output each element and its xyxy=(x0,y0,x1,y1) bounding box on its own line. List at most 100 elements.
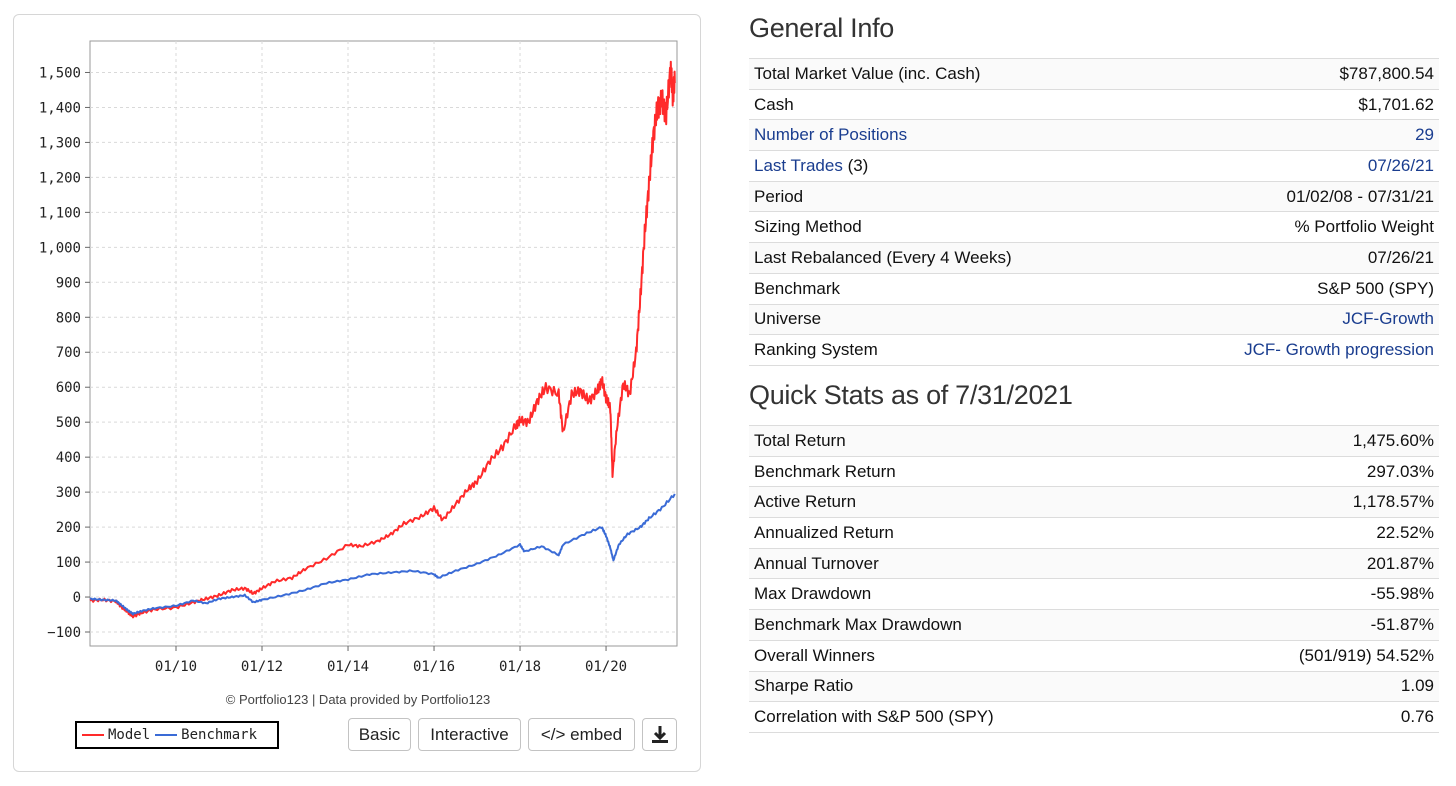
quick-stats-title: Quick Stats as of 7/31/2021 xyxy=(749,380,1073,410)
y-tick-label: 1,100 xyxy=(39,205,81,221)
y-tick-label: 800 xyxy=(56,310,81,326)
row-label: Max Drawdown xyxy=(749,578,1186,610)
row-value: 201.87% xyxy=(1185,547,1439,579)
row-label: Total Market Value (inc. Cash) xyxy=(749,58,1144,90)
download-button[interactable] xyxy=(642,718,677,751)
y-tick-label: 700 xyxy=(56,345,81,361)
chart-credit: © Portfolio123 | Data provided by Portfo… xyxy=(225,692,491,707)
row-value: $1,701.62 xyxy=(1143,88,1439,120)
info-row-period: Period 01/02/08 - 07/31/21 xyxy=(749,180,1439,212)
row-value: 22.52% xyxy=(1185,517,1439,549)
embed-button[interactable]: </> embed xyxy=(528,718,635,751)
info-row-last-rebalanced: Last Rebalanced (Every 4 Weeks) 07/26/21 xyxy=(749,242,1439,274)
interactive-button[interactable]: Interactive xyxy=(418,718,521,751)
stat-row-annual-turnover: Annual Turnover 201.87% xyxy=(749,547,1439,579)
benchmark-legend-label: Benchmark xyxy=(181,727,258,743)
y-tick-label: 1,400 xyxy=(39,100,81,116)
x-tick-label: 01/16 xyxy=(413,659,455,675)
row-label: Ranking System xyxy=(749,334,1144,366)
model-legend-swatch xyxy=(82,734,104,736)
quick-stats-table: Total Return 1,475.60% Benchmark Return … xyxy=(749,425,1439,733)
stat-row-max-drawdown: Max Drawdown -55.98% xyxy=(749,578,1439,610)
y-tick-label: −100 xyxy=(47,625,81,641)
stat-row-overall-winners: Overall Winners (501/919) 54.52% xyxy=(749,639,1439,671)
stat-row-benchmark-max-drawdown: Benchmark Max Drawdown -51.87% xyxy=(749,609,1439,641)
row-value: 07/26/21 xyxy=(1143,242,1439,274)
number-of-positions-link[interactable]: Number of Positions xyxy=(754,125,908,145)
info-row-universe: Universe JCF-Growth xyxy=(749,303,1439,335)
y-tick-label: 0 xyxy=(73,590,81,606)
stat-row-total-return: Total Return 1,475.60% xyxy=(749,425,1439,457)
row-label: Active Return xyxy=(749,486,1186,518)
row-label: Sharpe Ratio xyxy=(749,670,1186,702)
info-row-sizing-method: Sizing Method % Portfolio Weight xyxy=(749,211,1439,243)
performance-chart: −100 0 100 200 300 400 500 600 700 800 900 1,000 1,1… xyxy=(39,40,678,675)
row-label: Last Rebalanced (Every 4 Weeks) xyxy=(749,242,1144,274)
y-tick-label: 1,000 xyxy=(39,240,81,256)
x-tick-label: 01/18 xyxy=(499,659,541,675)
row-label: Sizing Method xyxy=(749,211,1144,243)
plot-area xyxy=(89,40,678,647)
stat-row-annualized-return: Annualized Return 22.52% xyxy=(749,517,1439,549)
row-value: -55.98% xyxy=(1185,578,1439,610)
last-trades-date-link[interactable]: 07/26/21 xyxy=(1367,155,1434,175)
model-legend-label: Model xyxy=(108,727,151,743)
row-label: Annual Turnover xyxy=(749,547,1186,579)
stat-row-benchmark-return: Benchmark Return 297.03% xyxy=(749,455,1439,487)
basic-button[interactable]: Basic xyxy=(348,718,411,751)
y-tick-label: 400 xyxy=(56,450,81,466)
stat-row-sharpe-ratio: Sharpe Ratio 1.09 xyxy=(749,670,1439,702)
y-tick-label: 1,300 xyxy=(39,135,81,151)
row-value: 297.03% xyxy=(1185,455,1439,487)
universe-link[interactable]: JCF-Growth xyxy=(1342,309,1434,329)
ranking-system-link[interactable]: JCF- Growth progression xyxy=(1244,340,1434,360)
row-value: 0.76 xyxy=(1185,701,1439,733)
benchmark-series-line xyxy=(89,493,676,616)
y-tick-label: 900 xyxy=(56,275,81,291)
info-row-benchmark: Benchmark S&P 500 (SPY) xyxy=(749,272,1439,304)
y-tick-label: 500 xyxy=(56,415,81,431)
general-info-table: Total Market Value (inc. Cash) $787,800.… xyxy=(749,58,1439,366)
stat-row-active-return: Active Return 1,178.57% xyxy=(749,486,1439,518)
chart-legend: Model Benchmark xyxy=(75,721,279,749)
row-label: Universe xyxy=(749,303,1144,335)
row-label: Total Return xyxy=(749,425,1186,457)
y-tick-label: 300 xyxy=(56,485,81,501)
stat-row-correlation: Correlation with S&P 500 (SPY) 0.76 xyxy=(749,701,1439,733)
y-tick-label: 200 xyxy=(56,520,81,536)
x-tick-label: 01/20 xyxy=(585,659,627,675)
row-value: 1,475.60% xyxy=(1185,425,1439,457)
row-value: S&P 500 (SPY) xyxy=(1143,272,1439,304)
row-value: % Portfolio Weight xyxy=(1143,211,1439,243)
row-label: Benchmark Max Drawdown xyxy=(749,609,1186,641)
last-trades-count: (3) xyxy=(847,155,869,175)
row-label: Overall Winners xyxy=(749,639,1186,671)
row-value: $787,800.54 xyxy=(1143,58,1439,90)
row-label: Benchmark xyxy=(749,272,1144,304)
x-tick-label: 01/14 xyxy=(327,659,369,675)
chart-panel: −100 0 100 200 300 400 500 600 700 800 900 1,000 1,1… xyxy=(13,14,701,772)
model-series-line xyxy=(89,60,676,619)
info-row-ranking-system: Ranking System JCF- Growth progression xyxy=(749,334,1439,366)
row-value: -51.87% xyxy=(1185,609,1439,641)
y-tick-label: 1,500 xyxy=(39,65,81,81)
positions-count-link[interactable]: 29 xyxy=(1415,125,1434,145)
row-label: Benchmark Return xyxy=(749,455,1186,487)
row-label: Correlation with S&P 500 (SPY) xyxy=(749,701,1186,733)
info-row-last-trades: Last Trades (3) 07/26/21 xyxy=(749,150,1439,182)
y-tick-label: 1,200 xyxy=(39,170,81,186)
y-tick-label: 600 xyxy=(56,380,81,396)
row-label: Annualized Return xyxy=(749,517,1186,549)
info-row-total-market-value: Total Market Value (inc. Cash) $787,800.… xyxy=(749,58,1439,90)
benchmark-legend-swatch xyxy=(155,734,178,736)
last-trades-link[interactable]: Last Trades xyxy=(754,155,843,175)
general-info-title: General Info xyxy=(749,13,894,43)
row-value: 1,178.57% xyxy=(1185,486,1439,518)
y-tick-label: 100 xyxy=(56,555,81,571)
row-value: (501/919) 54.52% xyxy=(1185,639,1439,671)
row-label: Period xyxy=(749,180,1144,212)
row-label: Cash xyxy=(749,88,1144,120)
download-icon xyxy=(651,725,668,743)
info-row-number-of-positions: Number of Positions 29 xyxy=(749,119,1439,151)
row-value: 1.09 xyxy=(1185,670,1439,702)
